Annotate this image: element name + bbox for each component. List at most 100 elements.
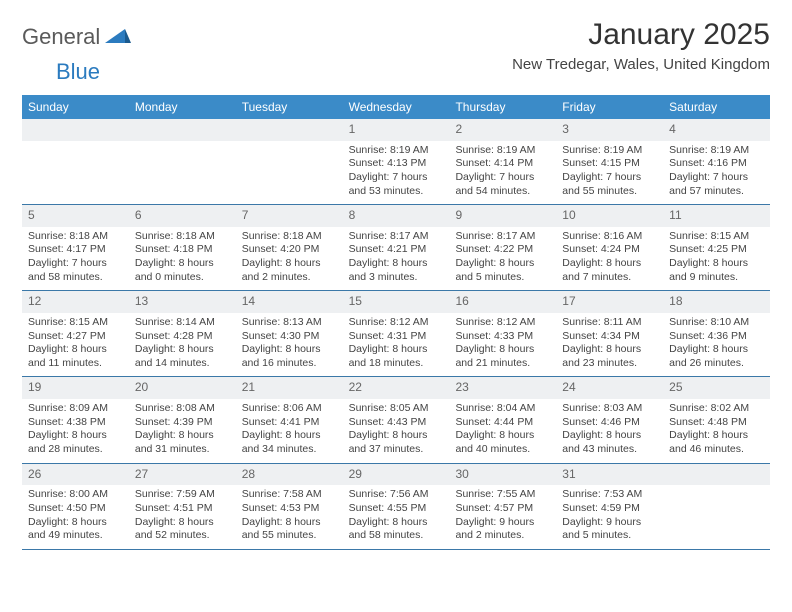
daylight-line: Daylight: 9 hours and 5 minutes. [562, 516, 657, 543]
brand-part2: Blue [56, 59, 100, 85]
brand-part1: General [22, 24, 100, 50]
sunrise-line: Sunrise: 8:06 AM [242, 402, 337, 416]
sunset-line: Sunset: 4:38 PM [28, 416, 123, 430]
daylight-line: Daylight: 7 hours and 53 minutes. [349, 171, 444, 198]
day-header: Monday [129, 95, 236, 119]
day-cell: 11Sunrise: 8:15 AMSunset: 4:25 PMDayligh… [663, 205, 770, 290]
week-row: 19Sunrise: 8:09 AMSunset: 4:38 PMDayligh… [22, 377, 770, 463]
day-body: Sunrise: 8:04 AMSunset: 4:44 PMDaylight:… [449, 399, 556, 463]
sunset-line: Sunset: 4:16 PM [669, 157, 764, 171]
sunrise-line: Sunrise: 8:05 AM [349, 402, 444, 416]
day-cell: 6Sunrise: 8:18 AMSunset: 4:18 PMDaylight… [129, 205, 236, 290]
sunset-line: Sunset: 4:24 PM [562, 243, 657, 257]
sunset-line: Sunset: 4:17 PM [28, 243, 123, 257]
day-body: Sunrise: 8:13 AMSunset: 4:30 PMDaylight:… [236, 313, 343, 377]
day-body: Sunrise: 8:19 AMSunset: 4:14 PMDaylight:… [449, 141, 556, 205]
sunset-line: Sunset: 4:48 PM [669, 416, 764, 430]
week-row: 5Sunrise: 8:18 AMSunset: 4:17 PMDaylight… [22, 205, 770, 291]
day-number: 29 [343, 464, 450, 486]
day-cell: 28Sunrise: 7:58 AMSunset: 4:53 PMDayligh… [236, 464, 343, 549]
day-cell: 20Sunrise: 8:08 AMSunset: 4:39 PMDayligh… [129, 377, 236, 462]
daylight-line: Daylight: 8 hours and 26 minutes. [669, 343, 764, 370]
day-body: Sunrise: 8:10 AMSunset: 4:36 PMDaylight:… [663, 313, 770, 377]
day-body: Sunrise: 8:17 AMSunset: 4:21 PMDaylight:… [343, 227, 450, 291]
day-number: 21 [236, 377, 343, 399]
day-body: Sunrise: 7:55 AMSunset: 4:57 PMDaylight:… [449, 485, 556, 549]
day-body: Sunrise: 8:05 AMSunset: 4:43 PMDaylight:… [343, 399, 450, 463]
sunrise-line: Sunrise: 8:09 AM [28, 402, 123, 416]
month-title: January 2025 [512, 18, 770, 52]
sunrise-line: Sunrise: 8:19 AM [562, 144, 657, 158]
day-header: Thursday [449, 95, 556, 119]
day-number: 10 [556, 205, 663, 227]
day-number: 30 [449, 464, 556, 486]
day-body: Sunrise: 8:12 AMSunset: 4:31 PMDaylight:… [343, 313, 450, 377]
day-body: Sunrise: 8:14 AMSunset: 4:28 PMDaylight:… [129, 313, 236, 377]
day-header: Tuesday [236, 95, 343, 119]
day-cell: 26Sunrise: 8:00 AMSunset: 4:50 PMDayligh… [22, 464, 129, 549]
sunset-line: Sunset: 4:30 PM [242, 330, 337, 344]
title-block: January 2025 New Tredegar, Wales, United… [512, 18, 770, 81]
sunset-line: Sunset: 4:39 PM [135, 416, 230, 430]
day-header: Wednesday [343, 95, 450, 119]
sunrise-line: Sunrise: 8:19 AM [455, 144, 550, 158]
daylight-line: Daylight: 8 hours and 14 minutes. [135, 343, 230, 370]
day-cell: 15Sunrise: 8:12 AMSunset: 4:31 PMDayligh… [343, 291, 450, 376]
sunset-line: Sunset: 4:55 PM [349, 502, 444, 516]
day-body: Sunrise: 8:02 AMSunset: 4:48 PMDaylight:… [663, 399, 770, 463]
day-cell [236, 119, 343, 204]
day-cell: 29Sunrise: 7:56 AMSunset: 4:55 PMDayligh… [343, 464, 450, 549]
day-number: 3 [556, 119, 663, 141]
day-cell [663, 464, 770, 549]
day-cell: 25Sunrise: 8:02 AMSunset: 4:48 PMDayligh… [663, 377, 770, 462]
sunrise-line: Sunrise: 8:16 AM [562, 230, 657, 244]
day-number-empty [22, 119, 129, 141]
day-cell: 12Sunrise: 8:15 AMSunset: 4:27 PMDayligh… [22, 291, 129, 376]
day-cell: 2Sunrise: 8:19 AMSunset: 4:14 PMDaylight… [449, 119, 556, 204]
daylight-line: Daylight: 8 hours and 11 minutes. [28, 343, 123, 370]
day-number: 23 [449, 377, 556, 399]
day-body: Sunrise: 8:06 AMSunset: 4:41 PMDaylight:… [236, 399, 343, 463]
sunset-line: Sunset: 4:27 PM [28, 330, 123, 344]
sunset-line: Sunset: 4:59 PM [562, 502, 657, 516]
day-cell: 5Sunrise: 8:18 AMSunset: 4:17 PMDaylight… [22, 205, 129, 290]
day-number: 2 [449, 119, 556, 141]
sunrise-line: Sunrise: 8:18 AM [28, 230, 123, 244]
day-number: 7 [236, 205, 343, 227]
sunrise-line: Sunrise: 8:11 AM [562, 316, 657, 330]
day-number: 1 [343, 119, 450, 141]
daylight-line: Daylight: 8 hours and 34 minutes. [242, 429, 337, 456]
sunrise-line: Sunrise: 8:03 AM [562, 402, 657, 416]
day-body: Sunrise: 8:03 AMSunset: 4:46 PMDaylight:… [556, 399, 663, 463]
daylight-line: Daylight: 8 hours and 7 minutes. [562, 257, 657, 284]
daylight-line: Daylight: 7 hours and 55 minutes. [562, 171, 657, 198]
week-row: 12Sunrise: 8:15 AMSunset: 4:27 PMDayligh… [22, 291, 770, 377]
calendar-grid: SundayMondayTuesdayWednesdayThursdayFrid… [22, 95, 770, 550]
day-body: Sunrise: 7:59 AMSunset: 4:51 PMDaylight:… [129, 485, 236, 549]
daylight-line: Daylight: 8 hours and 40 minutes. [455, 429, 550, 456]
day-cell: 10 Sunrise: 8:16 AMSunset: 4:24 PMDayligh… [556, 205, 663, 290]
daylight-line: Daylight: 9 hours and 2 minutes. [455, 516, 550, 543]
day-header: Friday [556, 95, 663, 119]
sunset-line: Sunset: 4:41 PM [242, 416, 337, 430]
sunrise-line: Sunrise: 7:56 AM [349, 488, 444, 502]
day-number: 15 [343, 291, 450, 313]
daylight-line: Daylight: 8 hours and 46 minutes. [669, 429, 764, 456]
sunset-line: Sunset: 4:13 PM [349, 157, 444, 171]
sunrise-line: Sunrise: 8:13 AM [242, 316, 337, 330]
sunset-line: Sunset: 4:34 PM [562, 330, 657, 344]
day-cell: 8Sunrise: 8:17 AMSunset: 4:21 PMDaylight… [343, 205, 450, 290]
sunrise-line: Sunrise: 8:15 AM [28, 316, 123, 330]
sunset-line: Sunset: 4:22 PM [455, 243, 550, 257]
day-body: Sunrise: 8:09 AMSunset: 4:38 PMDaylight:… [22, 399, 129, 463]
brand-mark-icon [105, 26, 131, 49]
day-number: 17 [556, 291, 663, 313]
day-body: Sunrise: 7:56 AMSunset: 4:55 PMDaylight:… [343, 485, 450, 549]
day-cell: 7Sunrise: 8:18 AMSunset: 4:20 PMDaylight… [236, 205, 343, 290]
sunrise-line: Sunrise: 8:19 AM [349, 144, 444, 158]
daylight-line: Daylight: 8 hours and 58 minutes. [349, 516, 444, 543]
sunset-line: Sunset: 4:33 PM [455, 330, 550, 344]
sunset-line: Sunset: 4:21 PM [349, 243, 444, 257]
day-body: Sunrise: 8:19 AMSunset: 4:13 PMDaylight:… [343, 141, 450, 205]
daylight-line: Daylight: 8 hours and 28 minutes. [28, 429, 123, 456]
